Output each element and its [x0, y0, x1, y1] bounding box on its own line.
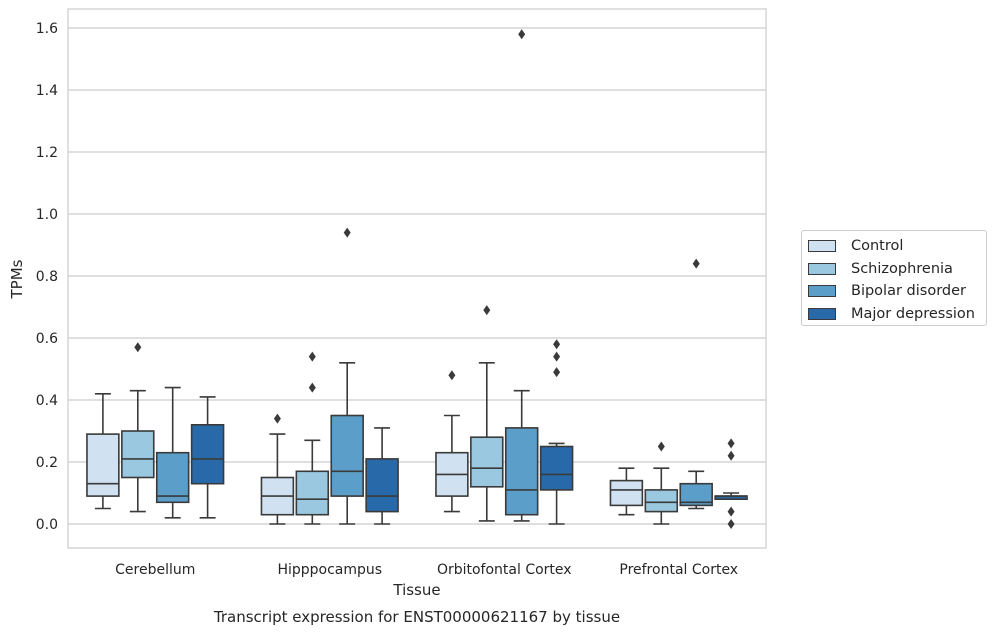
outlier-point: [553, 367, 561, 378]
box-schizophrenia: [644, 441, 679, 525]
outlier-point: [518, 29, 526, 40]
y-tick-label: 1.2: [36, 145, 58, 161]
y-tick-label: 0.0: [36, 517, 58, 533]
box-major-depression: [539, 339, 574, 525]
outlier-point: [134, 342, 142, 353]
outlier-point: [657, 441, 665, 452]
outlier-point: [692, 258, 700, 269]
outlier-point: [553, 351, 561, 362]
outlier-point: [727, 450, 735, 461]
box-major-depression: [714, 438, 748, 529]
y-tick-label: 0.4: [36, 393, 58, 409]
y-tick-label: 1.4: [36, 83, 58, 99]
x-tick-label: Orbitofontal Cortex: [437, 562, 572, 578]
box-schizophrenia: [121, 342, 155, 513]
outlier-point: [483, 305, 491, 316]
outlier-point: [553, 339, 561, 350]
outlier-point: [727, 519, 735, 529]
legend-swatch: [808, 285, 836, 298]
outlier-point: [727, 438, 735, 449]
outlier-point: [343, 227, 351, 238]
legend-item: Major depression: [808, 303, 986, 326]
legend-label: Major depression: [851, 305, 975, 322]
box-body: [330, 414, 364, 497]
box-body: [504, 427, 539, 516]
legend-item: Schizophrenia: [808, 258, 986, 281]
legend-item: Control: [808, 235, 986, 258]
legend-swatch: [808, 307, 836, 320]
chart-caption: Transcript expression for ENST0000062116…: [213, 608, 620, 626]
box-body: [539, 445, 574, 491]
y-axis-title: TPMs: [8, 259, 26, 299]
plot-area-frame: [67, 8, 767, 549]
legend-swatch: [808, 262, 836, 275]
legend-label: Control: [851, 238, 904, 255]
box-schizophrenia: [295, 351, 330, 525]
y-tick-label: 1.6: [36, 21, 58, 37]
y-tick-label: 0.6: [36, 331, 58, 347]
x-tick-label: Hipppocampus: [277, 562, 382, 578]
box-body: [86, 433, 120, 497]
legend-item: Bipolar disorder: [808, 280, 986, 303]
box-schizophrenia: [470, 305, 504, 522]
box-body: [155, 451, 190, 504]
box-bipolar-disorder: [504, 29, 539, 522]
x-tick-label: Cerebellum: [115, 562, 195, 578]
x-axis-title: Tissue: [392, 581, 440, 599]
x-tick-label: Prefrontal Cortex: [619, 562, 738, 578]
box-body: [190, 423, 225, 485]
box-body: [470, 436, 504, 488]
outlier-point: [308, 351, 316, 362]
box-body: [295, 470, 330, 516]
box-control: [609, 467, 644, 516]
y-tick-label: 0.8: [36, 269, 58, 285]
box-control: [435, 370, 469, 513]
outlier-point: [448, 370, 456, 381]
box-major-depression: [365, 427, 399, 525]
box-control: [260, 413, 295, 525]
box-body: [609, 479, 644, 507]
y-tick-label: 0.2: [36, 455, 58, 471]
y-tick-labels: 0.0 0.2 0.4 0.6 0.8 1.0 1.2 1.4 1.6: [36, 21, 58, 533]
box-control: [86, 392, 120, 510]
outlier-point: [308, 382, 316, 393]
box-bipolar-disorder: [679, 258, 713, 510]
legend-label: Schizophrenia: [851, 260, 953, 277]
outlier-point: [727, 506, 735, 517]
box-body: [679, 482, 713, 507]
box-body: [644, 489, 679, 513]
boxes: [86, 29, 748, 529]
legend-swatch: [808, 240, 836, 253]
box-bipolar-disorder: [330, 227, 364, 525]
legend: Control Schizophrenia Bipolar disorder Majo…: [801, 230, 987, 326]
box-body: [365, 458, 399, 513]
outlier-point: [273, 413, 281, 424]
box-bipolar-disorder: [155, 386, 190, 519]
y-tick-label: 1.0: [36, 207, 58, 223]
x-tick-labels: Cerebellum Hipppocampus Orbitofontal Corte…: [115, 562, 738, 578]
box-major-depression: [190, 396, 225, 519]
legend-label: Bipolar disorder: [851, 283, 966, 300]
box-body: [121, 430, 155, 479]
